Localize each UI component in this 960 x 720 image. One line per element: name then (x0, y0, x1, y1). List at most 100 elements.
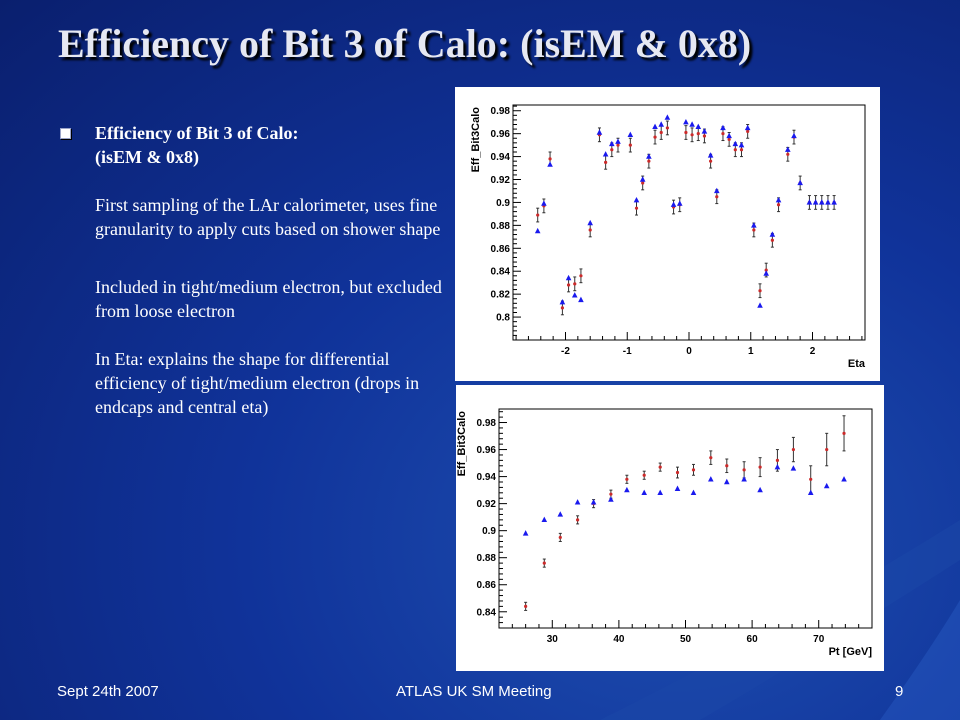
data-point-triangle (676, 200, 683, 206)
data-point-circle (542, 561, 546, 565)
data-point-circle (709, 456, 713, 460)
data-point-triangle (674, 485, 681, 491)
data-point-triangle (571, 292, 578, 298)
pt-efficiency-plot: 30 40 50 60 70 0.84 0.86 0.88 0.9 0.92 0.94 0.96 0.9… (456, 408, 873, 658)
data-point-triangle (639, 176, 646, 182)
data-point-triangle (658, 121, 665, 127)
data-point-circle (625, 477, 629, 481)
data-point-circle (709, 159, 713, 163)
data-point-triangle (641, 489, 648, 496)
data-point-circle (690, 133, 694, 137)
data-point-circle (558, 535, 562, 540)
data-point-circle (746, 129, 750, 133)
bullet-heading-line2: (isEM & 0x8) (95, 147, 199, 167)
bullet-paragraph-sampling: First sampling of the LAr calorimeter, u… (95, 195, 441, 239)
data-point-triangle (775, 196, 782, 203)
data-point-circle (727, 137, 731, 141)
data-point-triangle (590, 499, 597, 505)
data-point-triangle (807, 489, 814, 496)
eta-plot-panel: -2 -1 0 1 2 0.8 0.82 0.84 0.86 0.88 0.9 0.92 0.94 0.9… (455, 87, 880, 381)
data-point-circle (536, 213, 540, 217)
data-point-triangle (708, 476, 714, 482)
data-point-circle (758, 465, 762, 469)
x-tick-label: 30 (547, 634, 559, 645)
bullet-square-icon (60, 128, 71, 139)
data-point-circle (609, 492, 613, 496)
data-point-triangle (785, 146, 791, 152)
data-point-triangle (559, 298, 566, 305)
plot-frame (498, 408, 873, 629)
data-point-triangle (652, 123, 658, 129)
x-tick-label: 50 (680, 634, 692, 645)
y-tick-label: 0.9 (496, 198, 510, 209)
bullet-paragraph-included: Included in tight/medium electron, but e… (95, 277, 442, 321)
data-point-circle (758, 289, 762, 293)
data-point-triangle (695, 123, 702, 129)
data-point-circle (604, 160, 608, 164)
x-tick-label: -2 (561, 346, 570, 357)
data-point-circle (616, 143, 620, 147)
x-axis-label: Eta (848, 358, 866, 370)
data-point-triangle (825, 199, 831, 205)
data-point-circle (733, 148, 737, 152)
data-point-triangle (689, 121, 695, 127)
data-point-circle (684, 130, 688, 135)
y-tick-label: 0.84 (491, 267, 511, 278)
data-point-triangle (812, 199, 819, 205)
data-point-triangle (522, 530, 529, 536)
data-point-triangle (744, 124, 751, 131)
data-point-triangle (774, 463, 781, 470)
data-point-triangle (769, 231, 776, 237)
data-point-triangle (690, 489, 697, 496)
y-tick-label: 0.92 (491, 175, 511, 186)
data-point-triangle (646, 153, 652, 159)
data-point-triangle (557, 511, 564, 517)
y-tick-label: 0.88 (491, 221, 511, 232)
data-point-circle (742, 468, 746, 472)
data-point-circle (696, 132, 700, 136)
data-point-circle (691, 468, 696, 472)
data-point-triangle (701, 128, 708, 134)
bullet-heading-line1: Efficiency of Bit 3 of Calo: (95, 123, 299, 143)
y-axis-label: Eff_Bit3Calo (456, 411, 468, 477)
y-tick-label: 0.86 (491, 244, 511, 255)
data-point-triangle (713, 187, 720, 194)
footer-page-number: 9 (895, 683, 904, 700)
x-tick-label: 1 (748, 346, 754, 357)
data-point-triangle (797, 179, 803, 186)
data-point-triangle (670, 201, 677, 207)
data-point-triangle (657, 489, 663, 496)
data-point-circle (566, 283, 571, 287)
data-point-circle (702, 134, 707, 138)
data-point-circle (842, 431, 846, 435)
data-point-circle (764, 268, 768, 272)
data-point-triangle (707, 152, 714, 158)
data-point-triangle (738, 141, 745, 148)
y-tick-label: 0.8 (496, 313, 510, 324)
footer-meeting: ATLAS UK SM Meeting (396, 683, 552, 700)
y-tick-label: 0.82 (491, 290, 511, 301)
data-point-circle (575, 518, 580, 522)
data-point-circle (770, 238, 774, 242)
slide-title: Efficiency of Bit 3 of Calo: (isEM & 0x8… (58, 21, 752, 66)
data-point-circle (786, 152, 790, 156)
y-tick-label: 0.94 (477, 472, 497, 483)
data-point-triangle (841, 476, 847, 482)
y-tick-label: 0.94 (491, 152, 511, 163)
data-point-circle (721, 132, 725, 136)
data-point-triangle (547, 161, 553, 167)
data-point-circle (641, 181, 645, 185)
data-point-triangle (720, 124, 726, 131)
data-point-triangle (578, 296, 584, 303)
data-point-triangle (757, 302, 763, 308)
data-point-triangle (541, 516, 548, 523)
data-point-triangle (723, 478, 730, 485)
data-point-circle (658, 465, 662, 469)
y-tick-label: 0.96 (491, 129, 511, 140)
eta-efficiency-plot: -2 -1 0 1 2 0.8 0.82 0.84 0.86 0.88 0.9 0.92 0.94 0.9… (470, 104, 866, 370)
x-tick-label: 0 (686, 346, 692, 357)
data-point-circle (588, 228, 592, 232)
data-point-triangle (587, 219, 593, 226)
data-point-circle (665, 126, 669, 130)
data-point-triangle (633, 196, 640, 203)
